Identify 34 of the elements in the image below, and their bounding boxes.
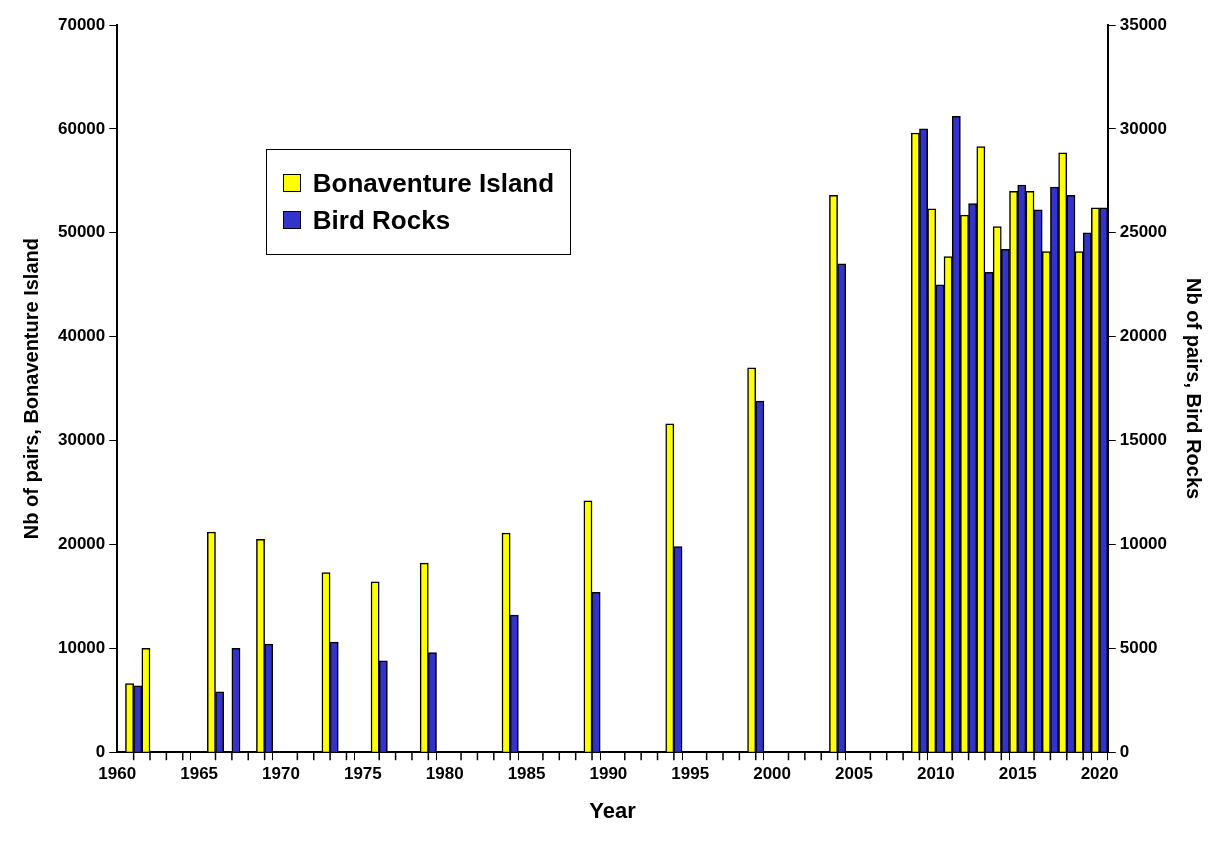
y-tick-label: 30000: [57, 430, 106, 450]
x-tick-label: 1970: [262, 764, 300, 784]
y2-tick-label: 10000: [1119, 534, 1168, 554]
x-tick-label: 2000: [753, 764, 792, 784]
x-tick-label: 1985: [507, 764, 546, 784]
y-tick-label: 50000: [57, 222, 106, 242]
legend-label: Bonaventure Island: [312, 167, 555, 199]
x-tick-label: 1960: [98, 764, 137, 784]
x-axis-title: Year: [589, 797, 637, 823]
y-tick-label: 10000: [57, 638, 106, 657]
y-tick-label: 20000: [57, 534, 106, 554]
y2-axis-title: Nb of pairs, Bird Rocks: [1183, 278, 1206, 500]
y-axis-title: Nb of pairs, Bonaventure Island: [19, 238, 42, 540]
x-tick-label: 1980: [425, 764, 464, 784]
y-tick-label: 70000: [57, 14, 106, 34]
x-tick-label: 1990: [589, 764, 628, 784]
y2-tick-label: 5000: [1119, 638, 1158, 657]
y-tick-label: 40000: [57, 326, 106, 346]
x-tick-label: 1965: [180, 764, 219, 784]
y-tick-label: 60000: [57, 118, 106, 138]
x-tick-label: 2005: [835, 764, 873, 784]
x-tick-label: 2015: [998, 764, 1037, 784]
y2-tick-label: 15000: [1119, 430, 1168, 450]
x-tick-label: 1995: [671, 764, 710, 784]
y2-tick-label: 25000: [1119, 222, 1168, 242]
y-tick-label: 0: [95, 741, 106, 761]
y2-tick-label: 30000: [1119, 118, 1168, 138]
y2-tick-label: 35000: [1119, 14, 1168, 34]
y2-tick-label: 20000: [1119, 326, 1168, 346]
x-tick-label: 1975: [343, 764, 382, 784]
x-tick-label: 2020: [1080, 764, 1119, 784]
legend-label: Bird Rocks: [312, 204, 451, 236]
x-tick-label: 2010: [916, 764, 955, 784]
y2-tick-label: 0: [1119, 741, 1130, 761]
